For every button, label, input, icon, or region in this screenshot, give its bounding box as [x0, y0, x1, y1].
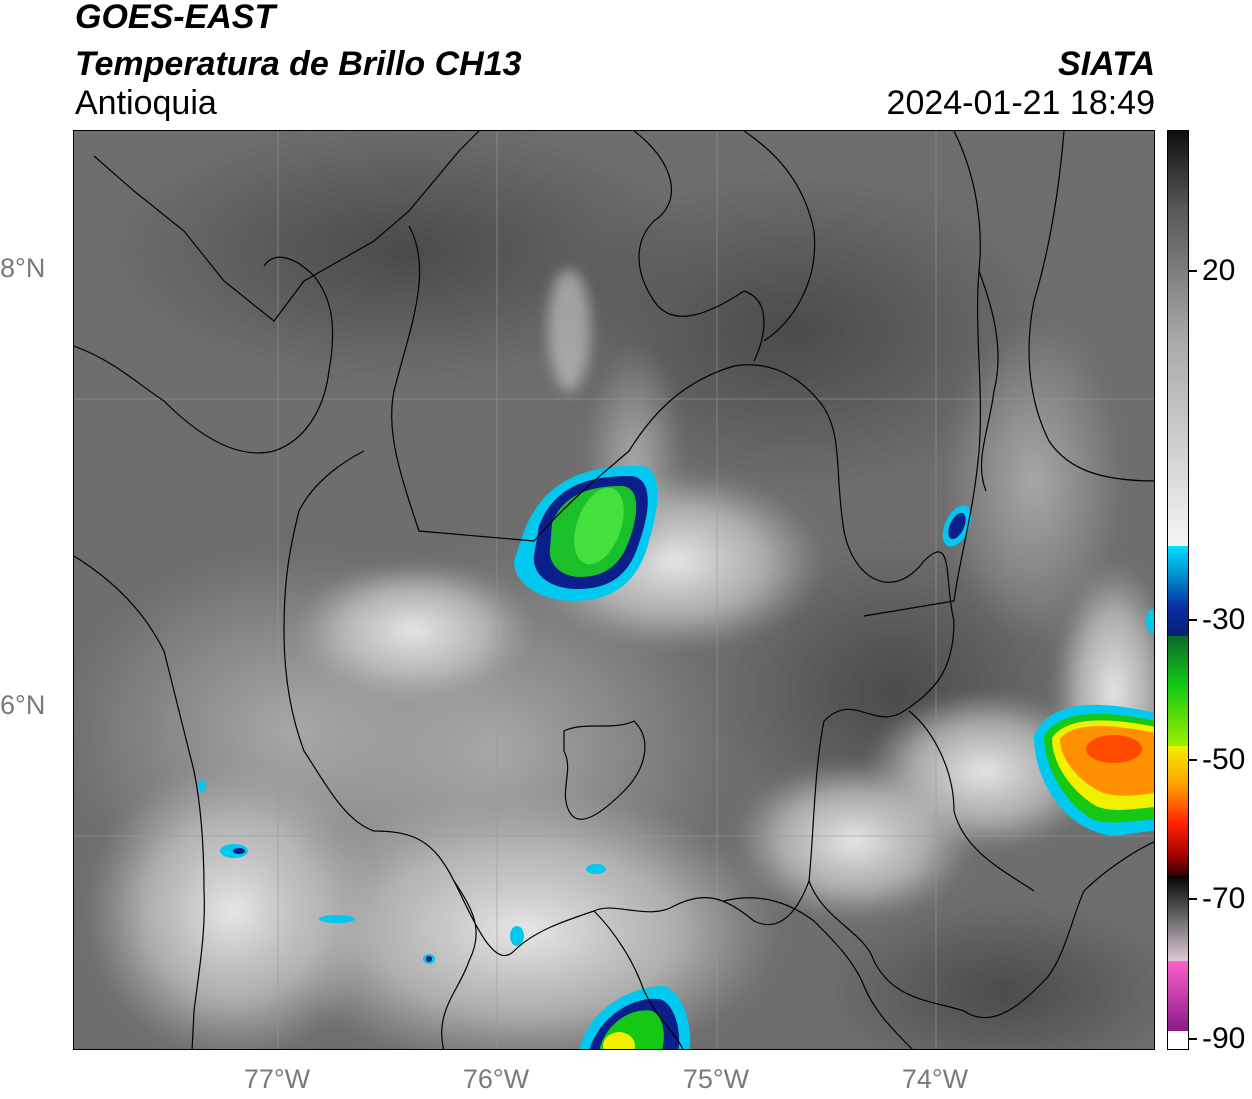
colorbar-scale	[1168, 131, 1188, 1049]
lon-label-75w: 75°W	[682, 1064, 750, 1094]
borders	[74, 131, 1154, 1049]
caldas-border	[563, 720, 646, 820]
colorbar-label-neg90: -90	[1202, 1022, 1246, 1055]
colorbar-label-neg30: -30	[1202, 603, 1246, 636]
antioquia-border	[283, 225, 955, 957]
lon-label-76w: 76°W	[462, 1064, 530, 1094]
colorbar-tick	[1189, 1038, 1197, 1040]
northern-dept-border	[633, 131, 765, 362]
map-canvas	[74, 131, 1154, 1049]
south-border-1	[441, 880, 477, 1049]
small-cold-cores	[233, 848, 432, 962]
satellite-title: GOES-EAST	[75, 0, 276, 36]
colorbar-tick	[1189, 270, 1197, 272]
storm-cell-central	[514, 465, 658, 601]
colorbar-tick	[1189, 759, 1197, 761]
colorbar	[1167, 130, 1189, 1050]
south-border-4	[808, 880, 965, 1012]
south-border-2	[593, 910, 684, 1049]
organization-label: SIATA	[1058, 45, 1155, 83]
colorbar-label-neg50: -50	[1202, 743, 1246, 776]
santander-border	[863, 131, 982, 617]
colorbar-tick	[1189, 898, 1197, 900]
colorbar-label-20: 20	[1202, 254, 1236, 287]
coastline-uraba	[74, 256, 334, 454]
brightness-temperature-map	[73, 130, 1155, 1050]
coastline-north	[93, 131, 480, 322]
coast-west	[74, 555, 205, 1049]
east-lower-border	[908, 710, 1035, 892]
datetime-label: 2024-01-21 18:49	[886, 84, 1155, 122]
product-title: Temperatura de Brillo CH13	[75, 45, 522, 83]
far-east-border	[1028, 131, 1154, 482]
storm-cell-east	[942, 505, 972, 547]
colorbar-label-neg70: -70	[1202, 882, 1246, 915]
region-label: Antioquia	[75, 84, 217, 122]
colorbar-tick	[1189, 619, 1197, 621]
storm-cell-southeast	[1034, 704, 1154, 836]
storm-cell-south	[579, 986, 691, 1049]
east-border	[743, 131, 816, 342]
gridlines	[74, 131, 1154, 1049]
lon-label-74w: 74°W	[901, 1064, 969, 1094]
inner-east-border	[978, 270, 999, 492]
southeast-border	[963, 841, 1154, 1019]
lat-label-6n: 6°N	[0, 690, 46, 720]
south-border-3	[723, 897, 913, 1049]
lat-label-8n: 8°N	[0, 253, 46, 283]
lon-label-77w: 77°W	[243, 1064, 311, 1094]
